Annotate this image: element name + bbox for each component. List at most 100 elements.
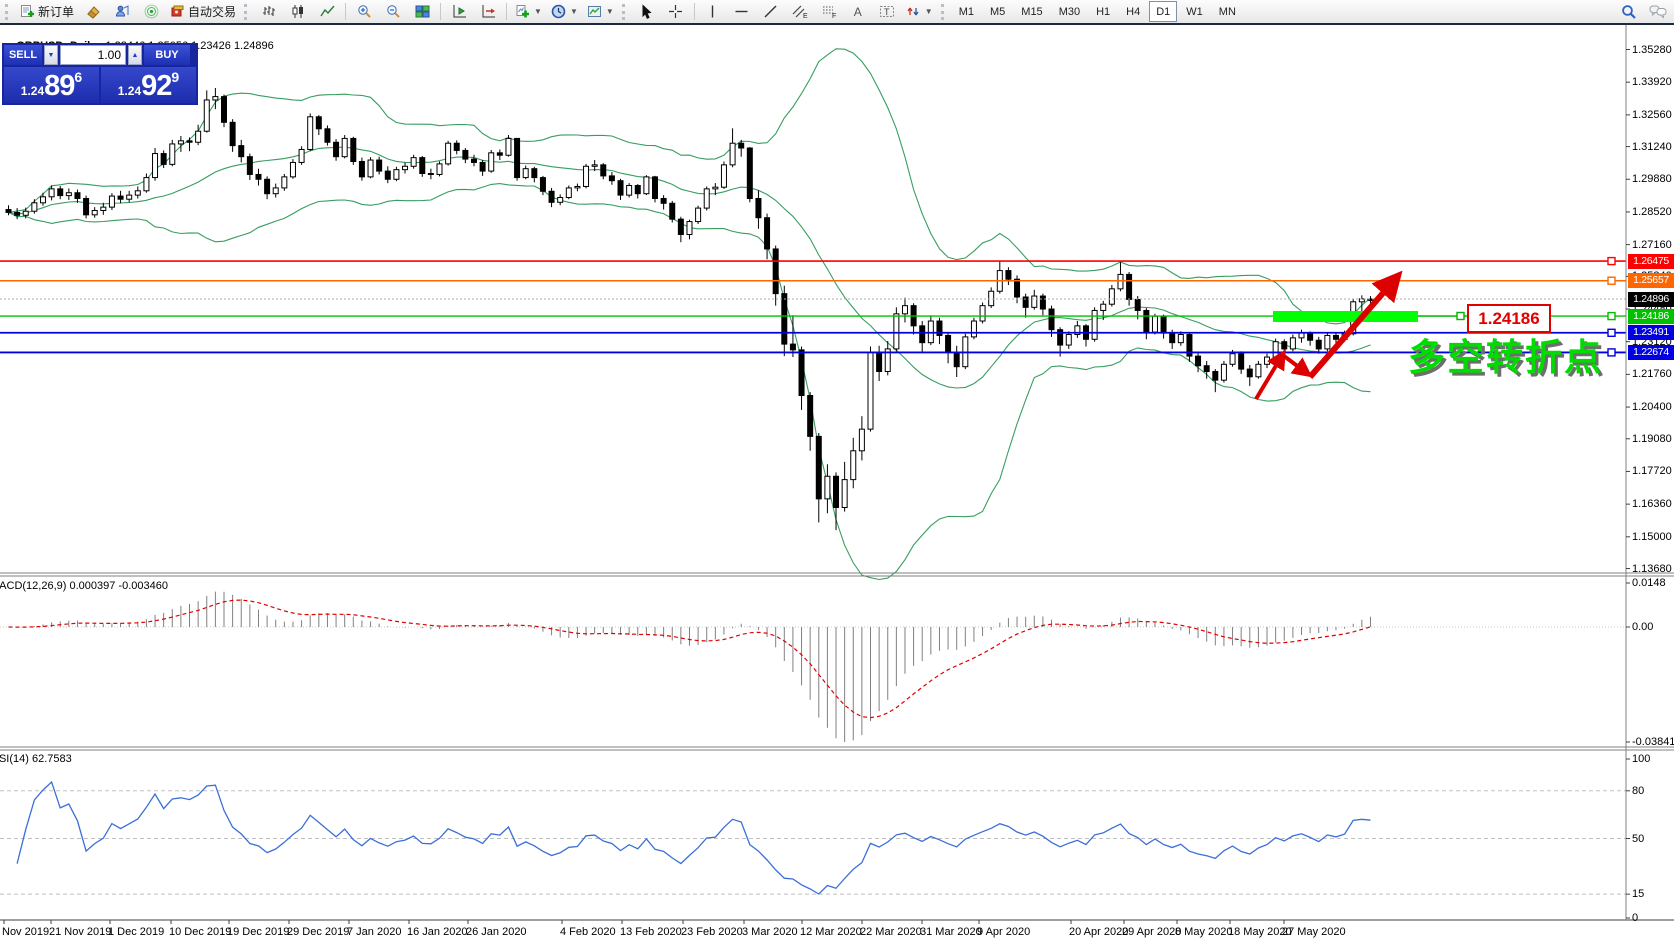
search-button[interactable] xyxy=(1615,1,1643,23)
timeframe-D1[interactable]: D1 xyxy=(1149,1,1178,22)
price-tick-label: 1.33920 xyxy=(1632,76,1672,89)
template-icon xyxy=(587,4,602,19)
date-tick-label: 12 Mar 2020 xyxy=(800,926,862,938)
text-label-icon: T xyxy=(879,4,895,19)
template-button[interactable]: ▼ xyxy=(583,1,618,23)
buy-price-pip: 9 xyxy=(171,69,180,85)
date-tick-label: 18 May 2020 xyxy=(1228,926,1292,938)
chart-shift-button[interactable] xyxy=(474,1,502,23)
buy-price-big: 92 xyxy=(141,70,172,102)
date-tick-label: 19 Dec 2019 xyxy=(227,926,290,938)
crosshair-button[interactable] xyxy=(662,1,690,23)
tile-windows-button[interactable] xyxy=(408,1,436,23)
zoom-out-button[interactable] xyxy=(379,1,407,23)
new-order-label: 新订单 xyxy=(38,5,75,19)
price-tick-label: 1.29880 xyxy=(1632,173,1672,186)
window-frame-line xyxy=(0,23,1674,25)
level-price-label: 1.25657 xyxy=(1628,273,1674,289)
search-icon xyxy=(1621,4,1637,20)
volume-increase-button[interactable]: ▲ xyxy=(128,45,142,65)
timeframe-H1[interactable]: H1 xyxy=(1096,5,1111,18)
timeframe-H4[interactable]: H4 xyxy=(1126,5,1141,18)
timeframe-W1[interactable]: W1 xyxy=(1186,5,1203,18)
macd-indicator-label: MACD(12,26,9) 0.000397 -0.003460 xyxy=(0,580,168,592)
horizontal-line-button[interactable] xyxy=(728,1,756,23)
zoom-in-button[interactable] xyxy=(350,1,378,23)
line-chart-button[interactable] xyxy=(313,1,341,23)
volume-input[interactable] xyxy=(60,45,126,65)
toolbar-separator xyxy=(345,3,347,20)
chat-button[interactable] xyxy=(1644,1,1672,23)
chevron-down-icon: ▼ xyxy=(47,51,55,59)
periods-button[interactable]: ▼ xyxy=(547,1,582,23)
date-tick-label: 10 Dec 2019 xyxy=(169,926,232,938)
timeframe-M5[interactable]: M5 xyxy=(990,5,1006,18)
sell-price-pip: 6 xyxy=(74,69,83,85)
level-price-label: 1.22674 xyxy=(1628,344,1674,360)
date-tick-label: 20 Apr 2020 xyxy=(1069,926,1129,938)
auto-scroll-button[interactable] xyxy=(445,1,473,23)
toolbar-grip xyxy=(621,3,629,20)
rsi-tick-label: 0 xyxy=(1632,912,1639,924)
buy-price-display[interactable]: 1.24 92 9 xyxy=(101,67,196,103)
trendline-button[interactable] xyxy=(757,1,785,23)
volume-decrease-button[interactable]: ▼ xyxy=(44,45,58,65)
date-tick-label: 4 Feb 2020 xyxy=(560,926,616,938)
text-label-button[interactable]: T xyxy=(873,1,901,23)
date-tick-label: 8 May 2020 xyxy=(1175,926,1233,938)
price-tick-label: 1.13680 xyxy=(1632,562,1672,575)
zoom-in-icon xyxy=(357,4,372,19)
autotrade-button[interactable]: 自动交易 xyxy=(166,1,240,23)
vertical-line-button[interactable] xyxy=(699,1,727,23)
date-tick-label: 22 Mar 2020 xyxy=(860,926,922,938)
bar-chart-button[interactable] xyxy=(255,1,283,23)
timeframe-group: M1 M5 M15 M30 H1 H4 D1 W1 MN xyxy=(952,1,1243,22)
candlestick-chart-button[interactable] xyxy=(284,1,312,23)
date-tick-label: 23 Feb 2020 xyxy=(681,926,743,938)
new-order-button[interactable]: 新订单 xyxy=(16,1,78,23)
new-order-icon xyxy=(20,4,35,19)
profile-button[interactable] xyxy=(108,1,136,23)
sell-button[interactable]: SELL xyxy=(4,45,42,65)
sell-price-display[interactable]: 1.24 89 6 xyxy=(4,67,99,103)
buy-price-prefix: 1.24 xyxy=(117,84,142,98)
price-tick-label: 1.15000 xyxy=(1632,530,1672,543)
fibonacci-icon: F xyxy=(821,4,837,19)
price-callout-box[interactable]: 1.24186 xyxy=(1467,304,1551,333)
toolbar-grip xyxy=(244,3,251,20)
arrows-shapes-icon xyxy=(906,4,921,19)
price-tick-label: 1.31240 xyxy=(1632,140,1672,153)
eraser-button[interactable] xyxy=(79,1,107,23)
add-indicator-button[interactable]: ▼ xyxy=(511,1,546,23)
clock-icon xyxy=(551,4,566,19)
timeframe-MN[interactable]: MN xyxy=(1218,5,1236,18)
text-button[interactable]: A xyxy=(844,1,872,23)
timeframe-M30[interactable]: M30 xyxy=(1058,5,1081,18)
date-tick-label: 21 Nov 2019 xyxy=(49,926,112,938)
toolbar-separator xyxy=(506,3,508,20)
equidistant-channel-button[interactable]: E xyxy=(786,1,814,23)
trendline-icon xyxy=(763,4,778,19)
turning-point-annotation: 多空转折点 xyxy=(1408,337,1603,378)
timeframe-M1[interactable]: M1 xyxy=(958,5,974,18)
date-tick-label: 31 Mar 2020 xyxy=(920,926,982,938)
fibonacci-button[interactable]: F xyxy=(815,1,843,23)
rsi-tick-label: 100 xyxy=(1632,753,1651,765)
toolbar-grip xyxy=(940,3,948,20)
arrows-shapes-button[interactable]: ▼ xyxy=(902,1,937,23)
cursor-icon xyxy=(639,4,654,19)
autotrade-label: 自动交易 xyxy=(188,5,237,19)
svg-text:T: T xyxy=(884,7,890,17)
price-tick-label: 1.19080 xyxy=(1632,432,1672,445)
buy-button[interactable]: BUY xyxy=(144,45,190,65)
signal-button[interactable] xyxy=(137,1,165,23)
timeframe-M15[interactable]: M15 xyxy=(1021,5,1043,18)
cursor-button[interactable] xyxy=(633,1,661,23)
date-tick-label: Nov 2019 xyxy=(2,926,50,938)
chevron-down-icon: ▼ xyxy=(605,7,614,16)
chevron-down-icon: ▼ xyxy=(534,7,542,16)
toolbar: 新订单 自动交易 ▼ ▼ xyxy=(0,0,1674,23)
